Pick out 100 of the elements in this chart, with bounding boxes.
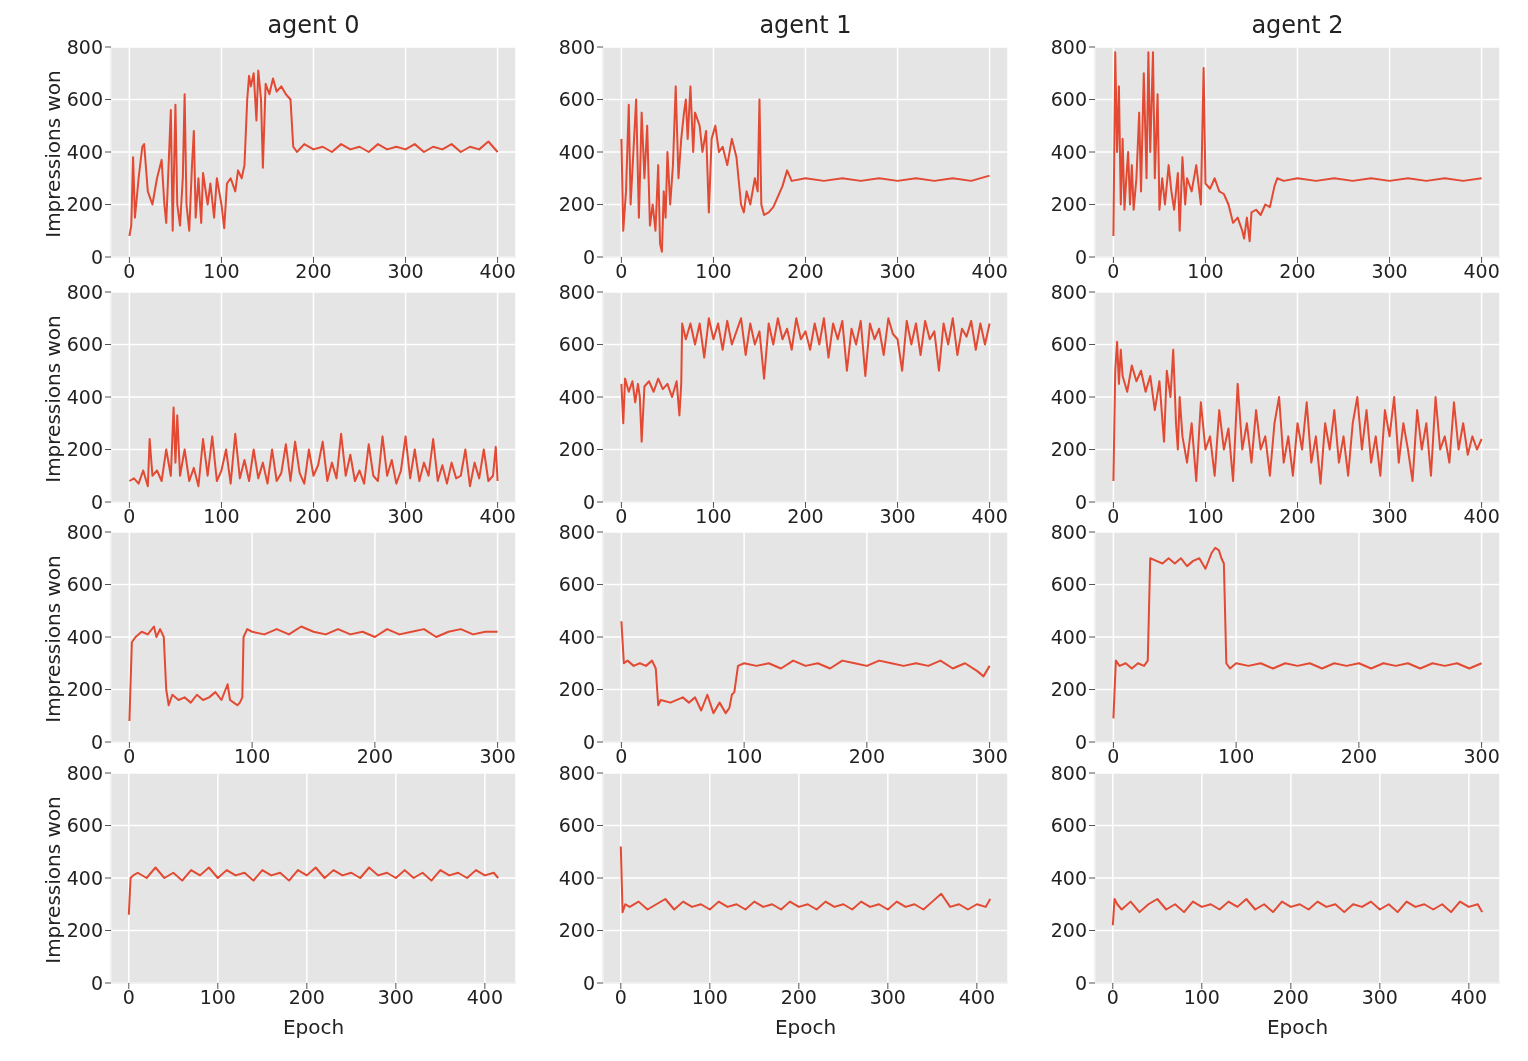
y-tick-label: 800 [1050, 520, 1087, 543]
x-tick-label: 100 [199, 986, 236, 1009]
x-tick-label: 400 [1463, 505, 1500, 528]
x-tick-label: 300 [387, 260, 424, 283]
y-tick-label: 0 [1074, 730, 1087, 753]
chart-title: agent 0 [266, 11, 361, 39]
y-tick-label: 0 [90, 245, 103, 268]
x-tick-label: 200 [1279, 505, 1316, 528]
y-tick-label: 0 [582, 730, 595, 753]
x-tick-label: 200 [848, 745, 885, 768]
y-axis-title: Impressions won [41, 554, 65, 725]
x-tick-label: 300 [879, 260, 916, 283]
y-tick-label: 0 [582, 971, 595, 994]
x-tick-label: 0 [615, 745, 628, 768]
y-tick-label: 200 [558, 438, 595, 461]
x-tick-label: 400 [479, 260, 516, 283]
y-tick-label: 400 [1050, 385, 1087, 408]
line-series [620, 85, 991, 253]
x-tick-label: 200 [356, 745, 393, 768]
y-tick-label: 800 [66, 761, 103, 784]
y-tick-label: 200 [66, 678, 103, 701]
x-tick-label: 200 [787, 505, 824, 528]
y-tick-label: 0 [582, 490, 595, 513]
y-tick-label: 400 [558, 866, 595, 889]
y-tick-label: 200 [558, 678, 595, 701]
y-tick-label: 800 [66, 520, 103, 543]
line-series [620, 620, 991, 715]
y-tick-label: 600 [558, 333, 595, 356]
line-series [1112, 340, 1483, 485]
x-tick-label: 300 [1361, 986, 1398, 1009]
y-tick-label: 600 [66, 333, 103, 356]
y-tick-label: 400 [66, 866, 103, 889]
y-tick-label: 800 [1050, 280, 1087, 303]
x-tick-label: 400 [958, 986, 995, 1009]
chart-title: agent 2 [1250, 11, 1345, 39]
y-tick-label: 400 [1050, 866, 1087, 889]
x-tick-label: 300 [1371, 260, 1408, 283]
y-tick-label: 800 [66, 280, 103, 303]
x-tick-label: 0 [615, 505, 628, 528]
y-tick-label: 600 [1050, 333, 1087, 356]
x-tick-label: 400 [466, 986, 503, 1009]
x-tick-label: 100 [203, 260, 240, 283]
x-tick-label: 300 [971, 745, 1008, 768]
y-tick-label: 200 [1050, 678, 1087, 701]
y-tick-label: 800 [558, 520, 595, 543]
y-tick-label: 400 [1050, 140, 1087, 163]
x-tick-label: 200 [1279, 260, 1316, 283]
x-tick-label: 300 [879, 505, 916, 528]
line-series [128, 69, 499, 237]
line-series [127, 866, 500, 916]
x-tick-label: 400 [971, 260, 1008, 283]
x-tick-label: 0 [1107, 260, 1120, 283]
y-tick-label: 200 [66, 438, 103, 461]
x-tick-label: 100 [695, 505, 732, 528]
x-tick-label: 200 [295, 505, 332, 528]
y-tick-label: 400 [66, 385, 103, 408]
x-tick-label: 300 [869, 986, 906, 1009]
line-series [1112, 546, 1483, 720]
x-tick-label: 100 [1187, 260, 1224, 283]
y-axis-title: Impressions won [41, 795, 65, 966]
y-tick-label: 600 [558, 88, 595, 111]
x-tick-label: 0 [123, 745, 136, 768]
x-tick-label: 300 [1371, 505, 1408, 528]
y-tick-label: 600 [1050, 814, 1087, 837]
x-tick-label: 0 [1106, 986, 1119, 1009]
x-tick-label: 100 [726, 745, 763, 768]
y-tick-label: 0 [90, 490, 103, 513]
x-tick-label: 300 [1463, 745, 1500, 768]
y-tick-label: 800 [558, 35, 595, 58]
y-tick-label: 400 [1050, 625, 1087, 648]
x-tick-label: 0 [1107, 745, 1120, 768]
x-tick-label: 200 [780, 986, 817, 1009]
x-tick-label: 100 [203, 505, 240, 528]
y-tick-label: 200 [66, 193, 103, 216]
x-tick-label: 400 [1450, 986, 1487, 1009]
x-tick-label: 0 [123, 505, 136, 528]
x-tick-label: 100 [695, 260, 732, 283]
x-tick-label: 400 [1463, 260, 1500, 283]
x-tick-label: 100 [691, 986, 728, 1009]
y-tick-label: 400 [66, 140, 103, 163]
line-series [619, 845, 992, 914]
y-axis-title: Impressions won [41, 314, 65, 485]
x-axis-title: Epoch [773, 1015, 838, 1039]
x-tick-label: 0 [615, 260, 628, 283]
x-tick-label: 200 [288, 986, 325, 1009]
y-tick-label: 200 [1050, 438, 1087, 461]
y-tick-label: 200 [558, 193, 595, 216]
y-tick-label: 600 [558, 573, 595, 596]
x-tick-label: 100 [1218, 745, 1255, 768]
y-tick-label: 200 [558, 919, 595, 942]
y-tick-label: 400 [558, 385, 595, 408]
line-series [620, 317, 991, 443]
x-tick-label: 400 [479, 505, 516, 528]
x-tick-label: 0 [123, 260, 136, 283]
chart-title: agent 1 [758, 11, 853, 39]
x-tick-label: 0 [122, 986, 135, 1009]
x-tick-label: 300 [387, 505, 424, 528]
x-axis-title: Epoch [281, 1015, 346, 1039]
line-series [128, 406, 499, 488]
line-series [1112, 51, 1483, 243]
